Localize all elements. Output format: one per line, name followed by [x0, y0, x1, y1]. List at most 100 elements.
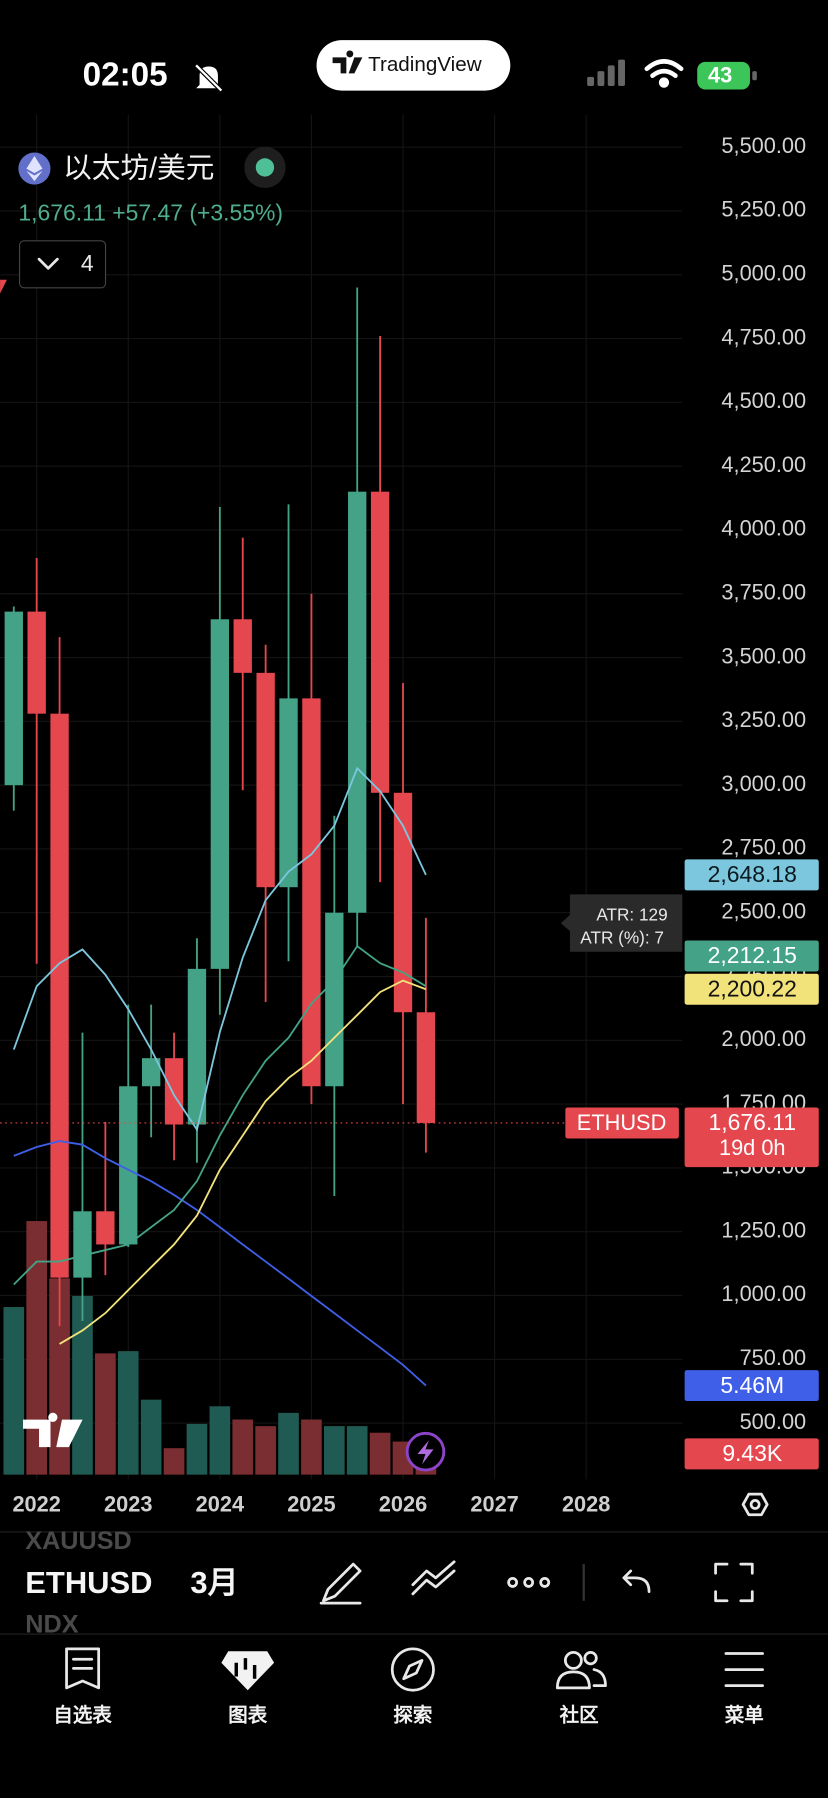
symbol-name[interactable]: 以太坊/美元 — [63, 152, 214, 184]
brand-logo — [332, 50, 363, 74]
volume-bar — [369, 1432, 391, 1475]
volume-value-box — [684, 1438, 819, 1470]
atr-text: ATR: 129 — [596, 905, 667, 925]
y-tick-label: 750.00 — [740, 1345, 807, 1370]
nav-menu[interactable]: 菜单 — [724, 1652, 764, 1727]
candle-body — [370, 491, 390, 793]
y-tick-label: 4,250.00 — [721, 452, 806, 477]
volume-bar — [346, 1426, 368, 1475]
indicators-icon[interactable] — [411, 1560, 456, 1596]
candle-body — [141, 1058, 161, 1087]
battery-cap — [752, 71, 757, 81]
nav-label: 探索 — [393, 1704, 432, 1727]
toolbar-symbol[interactable]: ETHUSD — [25, 1565, 152, 1600]
status-time: 02:05 — [83, 57, 168, 94]
series-value-label: 5.46M — [720, 1372, 784, 1398]
y-tick-label: 4,750.00 — [721, 324, 806, 349]
x-tick-label: 2023 — [104, 1491, 152, 1516]
candle-body — [164, 1058, 184, 1125]
nav-label: 菜单 — [724, 1704, 764, 1727]
series-value-box — [684, 1370, 819, 1402]
x-tick-label: 2028 — [562, 1491, 610, 1516]
x-tick-label: 2022 — [12, 1491, 60, 1516]
series-value-box — [684, 973, 819, 1005]
volume-bar — [140, 1399, 162, 1475]
candle-body — [348, 491, 367, 913]
volume-bar — [278, 1412, 299, 1475]
y-tick-label: 5,000.00 — [721, 261, 806, 286]
candle-body — [119, 1086, 138, 1245]
volume-bar — [3, 1307, 25, 1475]
x-tick-label: 2027 — [470, 1491, 518, 1516]
volume-bar — [117, 1351, 139, 1475]
settings-icon[interactable] — [741, 1492, 769, 1517]
indicator-line — [59, 979, 427, 1345]
fullscreen-icon[interactable] — [714, 1562, 754, 1603]
y-tick-label: 500.00 — [740, 1409, 807, 1434]
nav-community[interactable]: 社区 — [555, 1650, 607, 1727]
y-tick-label: 3,500.00 — [721, 643, 806, 668]
y-tick-label: 1,250.00 — [721, 1217, 806, 1242]
draw-icon[interactable] — [319, 1562, 362, 1605]
signal-icon — [587, 59, 625, 87]
wifi-icon — [644, 59, 684, 88]
candle-body — [393, 792, 413, 1013]
volume-bar — [301, 1419, 322, 1475]
candle-body — [302, 698, 321, 1087]
volume-bar — [186, 1423, 208, 1475]
candle-body — [325, 912, 344, 1087]
y-tick-label: 4,000.00 — [721, 516, 806, 541]
more-icon[interactable] — [507, 1577, 551, 1588]
y-tick-label: 2,500.00 — [721, 898, 806, 923]
series-value-label: 2,212.15 — [708, 942, 797, 968]
y-tick-label: 3,000.00 — [721, 771, 806, 796]
nav-chart[interactable]: 图表 — [221, 1651, 275, 1727]
axes: 5,500.00 5,250.00 5,000.00 4,750.00 4,500.00… — [0, 133, 819, 1516]
candle-body — [256, 672, 275, 888]
indicator-count: 4 — [81, 250, 94, 276]
nav-label: 社区 — [559, 1704, 599, 1727]
last-price-label: 1,676.11 — [709, 1109, 797, 1135]
candle-body — [233, 619, 252, 673]
watchlist-prev[interactable]: XAUUSD — [25, 1527, 132, 1555]
volume-value-label: 9.43K — [722, 1440, 783, 1466]
nav-watchlist[interactable]: 自选表 — [53, 1647, 112, 1727]
candle-body — [96, 1211, 115, 1245]
chevron-icon — [37, 257, 59, 270]
nav-explore[interactable]: 探索 — [390, 1647, 435, 1727]
last-price-box — [684, 1107, 819, 1168]
y-tick-label: 3,250.00 — [721, 707, 806, 732]
countdown-label: 19d 0h — [719, 1135, 786, 1160]
symbol-tag: ETHUSD — [577, 1110, 667, 1135]
quote: 1,676.11 +57.47 (+3.55%) — [18, 199, 283, 225]
candle-body — [416, 1012, 436, 1123]
volume-bar — [95, 1353, 116, 1475]
lightning-icon — [417, 1440, 434, 1465]
x-tick-label: 2026 — [379, 1491, 427, 1516]
y-tick-label: 4,500.00 — [721, 388, 806, 413]
indicator-toggle[interactable] — [18, 240, 107, 289]
atr-tooltip — [560, 894, 683, 952]
series-value-label: 2,648.18 — [708, 861, 797, 887]
volume-bar — [163, 1448, 185, 1475]
series-value-box — [684, 859, 819, 891]
nav-label: 图表 — [228, 1704, 267, 1727]
x-tick-label: 2025 — [287, 1491, 335, 1516]
brand-pill[interactable] — [316, 40, 511, 91]
y-tick-label: 5,250.00 — [721, 197, 806, 222]
y-tick-label: 2,000.00 — [721, 1026, 806, 1051]
volume-bar — [323, 1426, 345, 1475]
market-status-dot — [255, 158, 275, 177]
volume-bar — [72, 1296, 93, 1475]
candle-body — [27, 611, 46, 714]
brand-name: TradingView — [368, 53, 482, 76]
battery-level: 43 — [708, 63, 732, 88]
y-tick-label: 5,500.00 — [721, 133, 806, 158]
y-tick-label: 1,000.00 — [721, 1281, 806, 1306]
toolbar-interval[interactable]: 3月 — [190, 1565, 238, 1600]
y-tick-label: 3,750.00 — [721, 579, 806, 604]
undo-icon[interactable] — [622, 1569, 651, 1593]
